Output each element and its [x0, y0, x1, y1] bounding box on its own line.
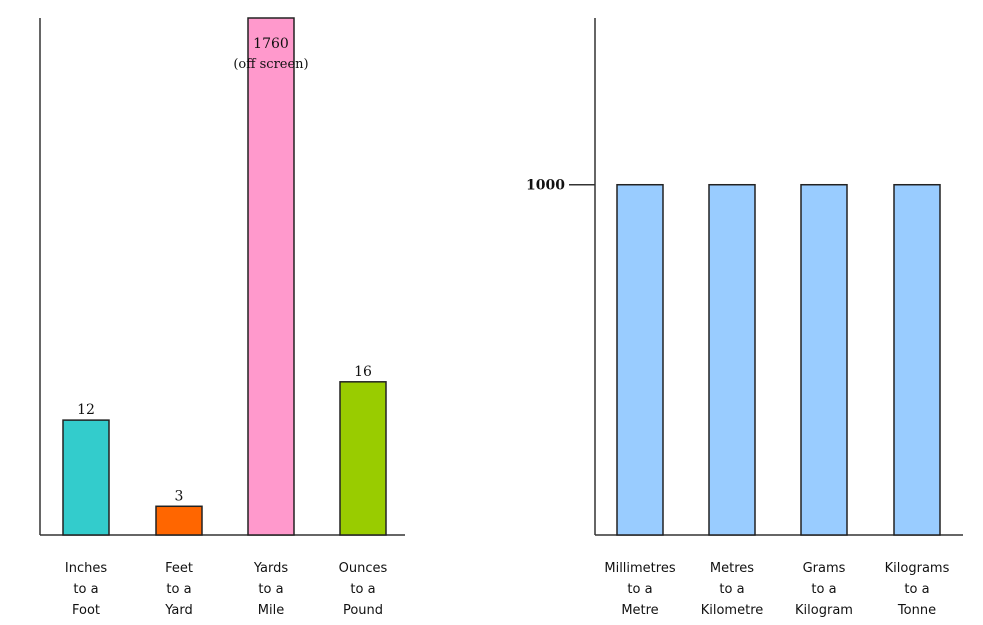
left-data-label-3: 1760 — [253, 36, 289, 52]
right-category-label-4: Kilograms to a Tonne — [885, 561, 950, 618]
right-bar-4 — [893, 183, 941, 536]
right-bar-3 — [800, 183, 848, 536]
left-data-label-1: 12 — [77, 402, 95, 418]
right-ytick-label: 1000 — [526, 178, 565, 194]
right-chart: 1000 Millimetres to a Metre Metres to a Kilome… — [526, 18, 963, 618]
right-category-label-1: Millimetres to a Metre — [604, 561, 675, 618]
right-bar-2 — [708, 183, 756, 536]
left-category-label-4: Ounces to a Pound — [339, 561, 388, 618]
left-bar-3 — [247, 17, 295, 536]
left-category-label-2: Feet to a Yard — [164, 561, 193, 618]
left-data-label-2: 3 — [175, 488, 184, 504]
right-bar-1 — [616, 183, 664, 536]
right-category-label-2: Metres to a Kilometre — [701, 561, 764, 618]
left-bar-1 — [62, 419, 110, 536]
left-bar-2 — [155, 505, 203, 536]
right-category-label-3: Grams to a Kilogram — [795, 561, 853, 618]
left-data-label-4: 16 — [354, 364, 372, 380]
left-category-label-3: Yards to a Mile — [253, 561, 288, 618]
left-chart: 12 3 1760 16 (off screen) Inches to a Foot Feet t… — [39, 17, 405, 618]
left-bar-4 — [339, 381, 387, 536]
left-annotation: (off screen) — [233, 57, 308, 72]
left-category-label-1: Inches to a Foot — [65, 561, 107, 618]
